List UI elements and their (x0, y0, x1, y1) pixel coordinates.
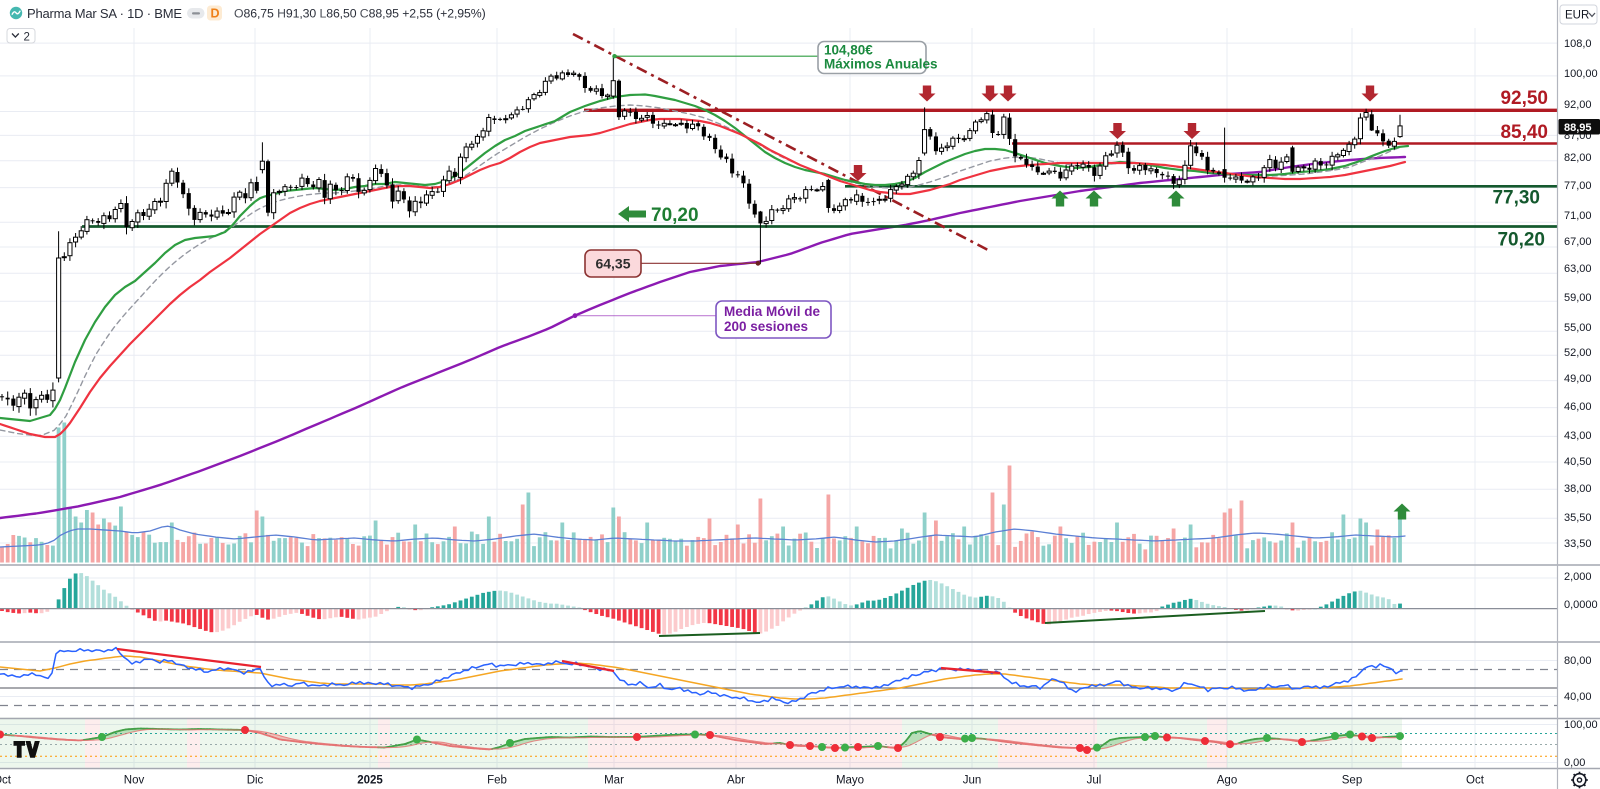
svg-text:40,50: 40,50 (1564, 456, 1592, 468)
svg-text:200 sesiones: 200 sesiones (724, 319, 808, 334)
svg-text:Dic: Dic (247, 775, 264, 787)
svg-text:33,50: 33,50 (1564, 538, 1592, 550)
svg-text:Mar: Mar (604, 775, 624, 787)
svg-text:Jun: Jun (963, 775, 982, 787)
svg-text:49,00: 49,00 (1564, 373, 1592, 385)
svg-text:Sep: Sep (1342, 775, 1362, 787)
svg-text:82,00: 82,00 (1564, 152, 1592, 164)
svg-text:0,0000: 0,0000 (1564, 599, 1598, 611)
svg-text:77,30: 77,30 (1492, 188, 1540, 209)
svg-text:Nov: Nov (124, 775, 145, 787)
svg-text:77,00: 77,00 (1564, 180, 1592, 192)
svg-text:80,00: 80,00 (1564, 655, 1592, 667)
svg-text:55,00: 55,00 (1564, 322, 1592, 334)
svg-text:85,40: 85,40 (1500, 122, 1548, 143)
svg-text:2: 2 (24, 32, 30, 44)
svg-text:46,00: 46,00 (1564, 401, 1592, 413)
svg-text:63,00: 63,00 (1564, 263, 1592, 275)
svg-text:Jul: Jul (1087, 775, 1102, 787)
svg-text:100,00: 100,00 (1564, 719, 1598, 731)
svg-text:64,35: 64,35 (595, 256, 630, 272)
svg-text:0,00: 0,00 (1564, 757, 1585, 769)
svg-text:2025: 2025 (357, 775, 383, 787)
svg-text:88,95: 88,95 (1564, 122, 1592, 134)
svg-text:Abr: Abr (727, 775, 745, 787)
svg-text:104,80€: 104,80€ (824, 43, 873, 58)
svg-text:71,00: 71,00 (1564, 210, 1592, 222)
svg-text:38,00: 38,00 (1564, 483, 1592, 495)
svg-text:70,20: 70,20 (651, 205, 699, 226)
svg-text:43,00: 43,00 (1564, 430, 1592, 442)
svg-text:52,00: 52,00 (1564, 347, 1592, 359)
svg-text:Pharma Mar SA · 1D · BME: Pharma Mar SA · 1D · BME (27, 6, 182, 21)
svg-text:Máximos Anuales: Máximos Anuales (824, 57, 938, 72)
svg-text:40,00: 40,00 (1564, 691, 1592, 703)
svg-text:Feb: Feb (487, 775, 507, 787)
svg-text:92,00: 92,00 (1564, 99, 1592, 111)
svg-text:D: D (211, 7, 220, 21)
svg-text:108,0: 108,0 (1564, 38, 1592, 50)
svg-text:Mayo: Mayo (836, 775, 864, 787)
svg-text:2,000: 2,000 (1564, 571, 1592, 583)
svg-text:Oct: Oct (1466, 775, 1485, 787)
svg-text:70,20: 70,20 (1497, 230, 1545, 251)
svg-text:35,50: 35,50 (1564, 512, 1592, 524)
svg-text:92,50: 92,50 (1500, 88, 1548, 109)
svg-text:100,00: 100,00 (1564, 68, 1598, 80)
svg-text:59,00: 59,00 (1564, 292, 1592, 304)
svg-text:Oct: Oct (0, 775, 12, 787)
svg-text:O86,75 H91,30 L86,50 C88,95 +2: O86,75 H91,30 L86,50 C88,95 +2,55 (+2,95… (234, 7, 486, 21)
svg-text:67,00: 67,00 (1564, 236, 1592, 248)
svg-text:Ago: Ago (1217, 775, 1237, 787)
svg-text:Media Móvil de: Media Móvil de (724, 304, 821, 319)
svg-text:EUR: EUR (1565, 10, 1589, 22)
